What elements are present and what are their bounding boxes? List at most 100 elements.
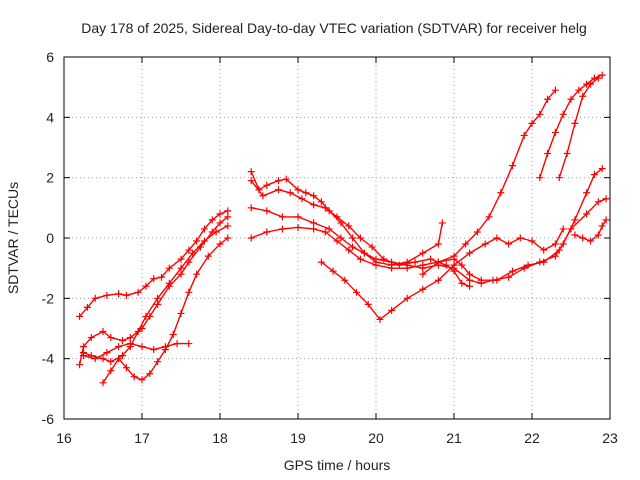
series-line — [251, 168, 603, 284]
data-point-marker — [165, 279, 173, 287]
series-line — [250, 180, 470, 287]
data-point-marker — [275, 186, 282, 194]
data-point-marker — [224, 234, 232, 242]
data-point-marker — [571, 119, 579, 127]
data-point-marker — [419, 285, 427, 293]
data-point-marker — [173, 340, 181, 348]
data-point-marker — [594, 198, 602, 206]
data-point-marker — [345, 222, 353, 230]
data-point-marker — [551, 128, 559, 136]
data-point-marker — [247, 177, 255, 185]
series-line — [250, 198, 607, 281]
data-point-marker — [594, 74, 602, 82]
data-point-marker — [528, 119, 536, 127]
x-tick-label: 16 — [56, 430, 72, 446]
data-point-marker — [403, 264, 411, 272]
series-arc-7 — [247, 177, 474, 290]
data-point-marker — [345, 246, 353, 254]
y-tick-label: -6 — [42, 411, 55, 427]
data-point-marker — [540, 246, 548, 254]
series-line — [320, 228, 564, 321]
data-point-marker — [571, 216, 579, 224]
data-point-marker — [493, 234, 501, 242]
data-point-marker — [544, 95, 552, 103]
series-arc-2 — [76, 213, 232, 369]
x-axis-label: GPS time / hours — [284, 457, 391, 473]
data-point-marker — [76, 361, 84, 369]
series-arc-6 — [247, 168, 446, 269]
data-point-marker — [99, 355, 107, 363]
series-line — [102, 237, 229, 384]
data-point-marker — [458, 279, 466, 287]
x-tick-labels: 16 17 18 19 20 21 22 23 — [56, 430, 618, 446]
series-line — [79, 210, 229, 317]
data-point-marker — [259, 192, 267, 200]
data-point-marker — [80, 352, 87, 360]
series-line — [558, 77, 599, 178]
data-point-marker — [434, 276, 442, 284]
data-point-marker — [278, 213, 286, 221]
data-point-marker — [247, 168, 255, 176]
data-point-marker — [286, 189, 294, 197]
y-tick-label: 0 — [46, 230, 54, 246]
series-line — [83, 342, 189, 360]
data-point-marker — [528, 237, 536, 245]
data-point-marker — [310, 201, 318, 209]
data-point-marker — [138, 376, 146, 384]
data-point-marker — [247, 234, 255, 242]
series-arc-12 — [536, 71, 606, 182]
x-tick-label: 21 — [446, 430, 462, 446]
data-point-marker — [99, 328, 107, 336]
data-point-marker — [138, 343, 146, 351]
data-point-marker — [142, 312, 150, 320]
data-point-marker — [544, 150, 552, 158]
data-point-marker — [87, 334, 95, 342]
data-point-marker — [497, 189, 505, 197]
data-point-marker — [579, 234, 587, 242]
data-point-marker — [587, 80, 594, 88]
series-line — [83, 225, 229, 363]
data-point-marker — [571, 231, 579, 239]
data-point-marker — [263, 207, 271, 215]
data-point-marker — [216, 210, 224, 218]
data-point-marker — [473, 228, 481, 236]
data-point-marker — [567, 225, 575, 233]
data-point-marker — [317, 258, 325, 266]
data-point-marker — [107, 367, 115, 375]
data-point-marker — [158, 273, 165, 281]
data-point-marker — [154, 358, 162, 366]
chart-title: Day 178 of 2025, Sidereal Day-to-day VTE… — [81, 20, 587, 36]
data-point-marker — [555, 246, 563, 254]
data-point-marker — [177, 255, 185, 263]
data-point-marker — [516, 234, 524, 242]
data-point-marker — [294, 223, 302, 231]
data-point-marker — [419, 249, 427, 257]
data-point-marker — [403, 294, 411, 302]
x-tick-label: 18 — [212, 430, 228, 446]
data-point-marker — [509, 267, 516, 275]
data-point-marker — [337, 234, 345, 242]
data-point-marker — [536, 110, 544, 118]
data-point-marker — [263, 228, 271, 236]
data-point-marker — [590, 171, 598, 179]
data-point-marker — [115, 290, 123, 298]
data-point-marker — [388, 258, 396, 266]
data-point-marker — [126, 340, 134, 348]
x-tick-label: 19 — [290, 430, 306, 446]
data-point-marker — [388, 306, 396, 314]
data-point-marker — [150, 275, 158, 283]
data-point-marker — [134, 288, 142, 296]
data-point-marker — [224, 207, 232, 215]
data-point-marker — [177, 309, 185, 317]
data-point-marker — [594, 231, 602, 239]
data-point-marker — [360, 249, 368, 257]
x-tick-label: 23 — [602, 430, 618, 446]
data-point-marker — [505, 240, 513, 248]
plot-frame — [63, 56, 611, 420]
data-point-marker — [602, 216, 610, 224]
y-tick-label: 2 — [46, 170, 54, 186]
data-point-marker — [321, 204, 329, 212]
data-point-marker — [91, 294, 99, 302]
data-point-marker — [134, 328, 142, 336]
